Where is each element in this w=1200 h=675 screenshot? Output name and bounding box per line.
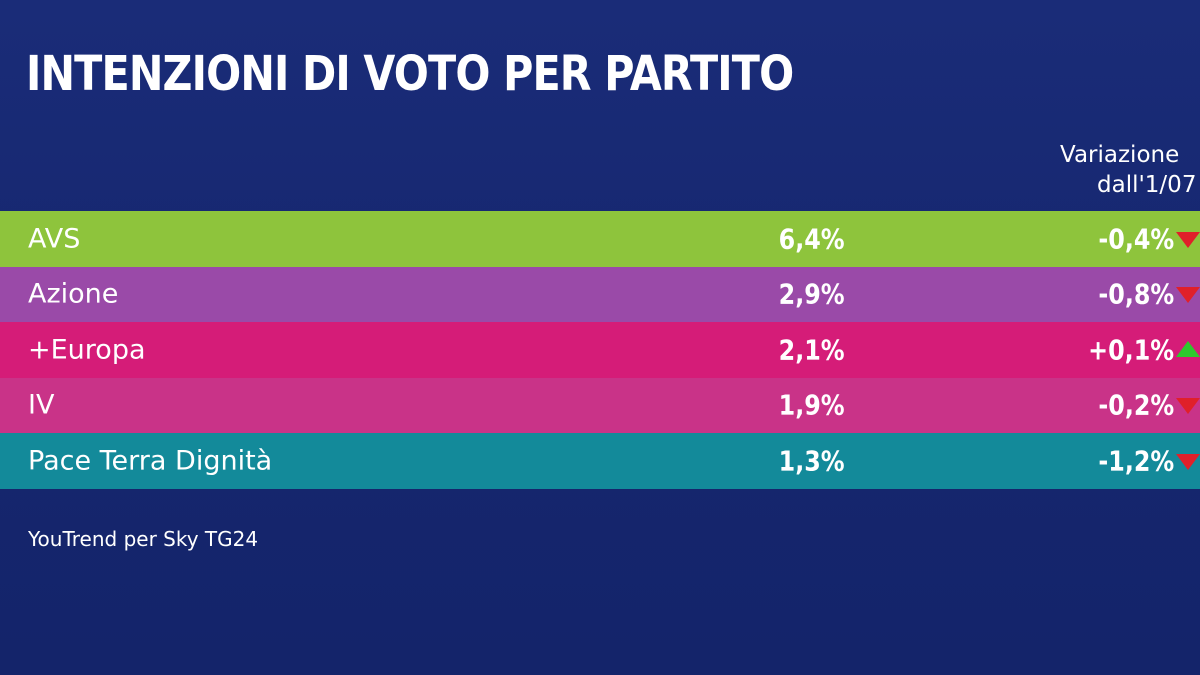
arrow-down-icon <box>1176 231 1200 248</box>
vote-share-label: 1,3% <box>778 444 845 478</box>
vote-share-label: 6,4% <box>778 222 845 256</box>
change-column-header: Variazione dall'1/07 <box>1000 140 1200 200</box>
change-label: -0,8% <box>1098 277 1174 311</box>
vote-share-label: 1,9% <box>778 388 845 422</box>
arrow-down-icon <box>1176 453 1200 470</box>
party-name: +Europa <box>28 334 146 366</box>
vote-share-label: 2,1% <box>778 333 845 367</box>
change-label: -1,2% <box>1098 444 1174 478</box>
party-name: Pace Terra Dignità <box>28 445 273 477</box>
table-row: Pace Terra Dignità 1,3% -1,2% <box>0 433 1200 489</box>
source-note: YouTrend per Sky TG24 <box>28 527 259 551</box>
table-row: +Europa 2,1% +0,1% <box>0 322 1200 378</box>
party-name: Azione <box>28 278 119 310</box>
results-table: AVS 6,4% -0,4% Azione 2,9% -0,8% +Europa… <box>0 211 1200 489</box>
change-label: -0,2% <box>1098 388 1174 422</box>
vote-share-label: 2,9% <box>778 277 845 311</box>
table-row: IV 1,9% -0,2% <box>0 377 1200 433</box>
arrow-up-icon <box>1176 340 1200 357</box>
arrow-down-icon <box>1176 398 1200 415</box>
party-name: AVS <box>28 223 81 255</box>
table-row: Azione 2,9% -0,8% <box>0 266 1200 322</box>
change-header-line-1: Variazione <box>1060 142 1180 168</box>
change-label: -0,4% <box>1098 222 1174 256</box>
arrow-down-icon <box>1176 287 1200 304</box>
table-row: AVS 6,4% -0,4% <box>0 211 1200 267</box>
change-label: +0,1% <box>1088 333 1174 367</box>
party-name: IV <box>28 389 55 421</box>
chart-title: INTENZIONI DI VOTO PER PARTITO <box>26 46 794 102</box>
change-header-line-2: dall'1/07 <box>1097 172 1197 198</box>
